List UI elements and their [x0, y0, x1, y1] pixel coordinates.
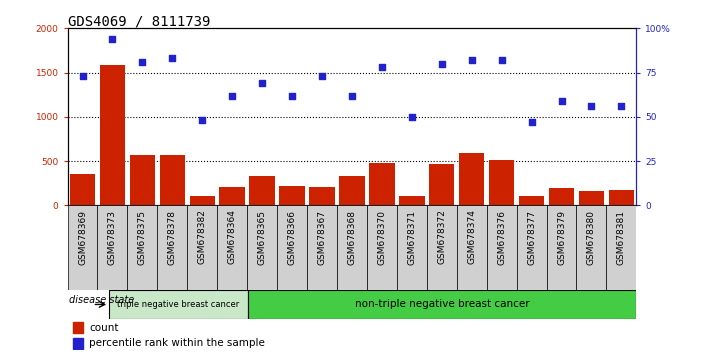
Bar [187, 205, 218, 290]
Point [107, 36, 118, 42]
Bar [129, 155, 155, 205]
Bar [109, 290, 248, 319]
Bar [73, 322, 83, 333]
Bar [73, 338, 83, 349]
Text: GSM678380: GSM678380 [587, 210, 596, 264]
Point [616, 103, 627, 109]
Text: GSM678370: GSM678370 [378, 210, 386, 264]
Bar [547, 205, 577, 290]
Bar [97, 205, 127, 290]
Point [496, 57, 508, 63]
Text: GDS4069 / 8111739: GDS4069 / 8111739 [68, 14, 210, 28]
Point [227, 93, 238, 98]
Text: GSM678374: GSM678374 [467, 210, 476, 264]
Text: GSM678372: GSM678372 [437, 210, 447, 264]
Bar [277, 205, 307, 290]
Text: GSM678379: GSM678379 [557, 210, 566, 264]
Text: count: count [89, 322, 119, 332]
Bar [307, 205, 337, 290]
Point [556, 98, 567, 104]
Bar [459, 153, 484, 205]
Bar [68, 205, 97, 290]
Point [196, 118, 208, 123]
Point [287, 93, 298, 98]
Text: GSM678366: GSM678366 [287, 210, 296, 264]
Text: GSM678373: GSM678373 [108, 210, 117, 264]
Bar [157, 205, 187, 290]
Point [257, 80, 268, 86]
Bar [127, 205, 157, 290]
Text: GSM678378: GSM678378 [168, 210, 177, 264]
Text: triple negative breast cancer: triple negative breast cancer [117, 300, 240, 309]
Bar [519, 195, 545, 205]
Bar [517, 205, 547, 290]
Text: GSM678368: GSM678368 [348, 210, 356, 264]
Point [406, 114, 417, 120]
Text: GSM678377: GSM678377 [527, 210, 536, 264]
Point [77, 73, 88, 79]
Text: GSM678376: GSM678376 [497, 210, 506, 264]
Bar [339, 176, 365, 205]
Bar [190, 195, 215, 205]
Bar [549, 188, 574, 205]
Bar [489, 160, 514, 205]
Bar [248, 290, 636, 319]
Bar [609, 190, 634, 205]
Bar [367, 205, 397, 290]
Bar [606, 205, 636, 290]
Point [586, 103, 597, 109]
Bar [337, 205, 367, 290]
Text: GSM678369: GSM678369 [78, 210, 87, 264]
Text: GSM678367: GSM678367 [318, 210, 326, 264]
Point [166, 56, 178, 61]
Bar [279, 186, 305, 205]
Point [316, 73, 328, 79]
Bar [309, 187, 335, 205]
Bar [70, 175, 95, 205]
Point [466, 57, 477, 63]
Bar [397, 205, 427, 290]
Bar [100, 65, 125, 205]
Bar [250, 176, 275, 205]
Bar [456, 205, 486, 290]
Bar [220, 187, 245, 205]
Point [376, 64, 387, 70]
Bar [429, 164, 454, 205]
Text: non-triple negative breast cancer: non-triple negative breast cancer [355, 299, 530, 309]
Text: GSM678371: GSM678371 [407, 210, 417, 264]
Text: GSM678382: GSM678382 [198, 210, 207, 264]
Bar [399, 195, 424, 205]
Text: GSM678381: GSM678381 [617, 210, 626, 264]
Bar [369, 163, 395, 205]
Point [346, 93, 358, 98]
Text: disease state: disease state [69, 295, 134, 304]
Bar [577, 205, 606, 290]
Bar [247, 205, 277, 290]
Point [436, 61, 447, 67]
Bar [486, 205, 517, 290]
Text: percentile rank within the sample: percentile rank within the sample [89, 338, 265, 348]
Bar [218, 205, 247, 290]
Bar [159, 155, 185, 205]
Text: GSM678365: GSM678365 [257, 210, 267, 264]
Point [137, 59, 148, 65]
Text: GSM678364: GSM678364 [228, 210, 237, 264]
Bar [427, 205, 456, 290]
Bar [579, 191, 604, 205]
Text: GSM678375: GSM678375 [138, 210, 147, 264]
Point [526, 119, 538, 125]
